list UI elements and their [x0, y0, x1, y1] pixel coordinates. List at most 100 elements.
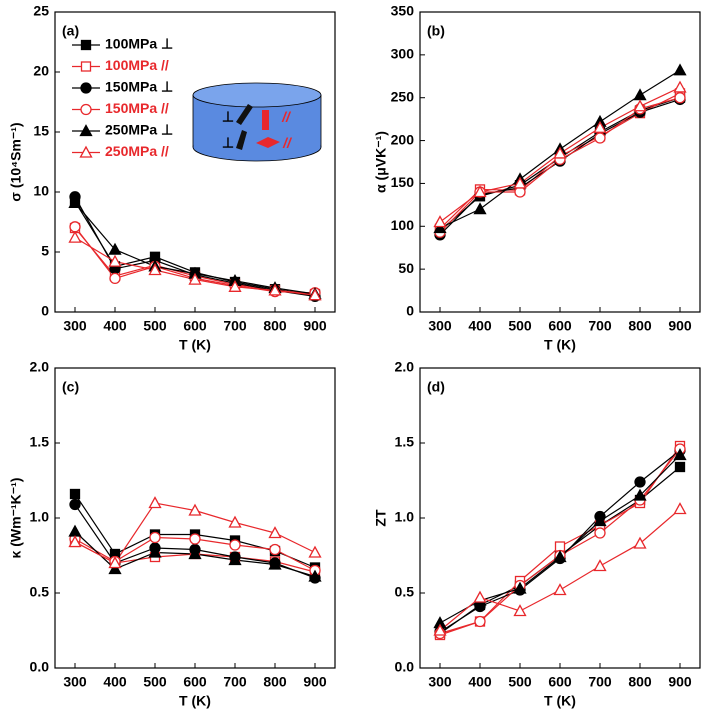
marker [109, 272, 121, 285]
marker [68, 195, 82, 208]
marker [308, 545, 322, 558]
marker [308, 288, 322, 301]
marker [674, 92, 686, 104]
series-line [439, 508, 681, 631]
marker [593, 120, 607, 133]
series-line [439, 98, 681, 236]
x-axis-label: T (K) [544, 337, 576, 353]
marker [269, 543, 281, 556]
inset-label: // [282, 135, 293, 151]
panel: 300 400 500 600 700 800 900 0.0 0.5 1.0 1.5 2.0 (c) T… [8, 359, 336, 709]
marker [594, 527, 606, 539]
inset-label: // [281, 109, 292, 125]
y-axis-label: σ (10⁴Sm⁻¹) [8, 122, 24, 201]
legend-marker [80, 103, 92, 116]
marker [634, 476, 646, 488]
legend-marker [80, 82, 92, 94]
inset-label: ⊥ [222, 109, 234, 125]
y-tick-label: 2.0 [30, 359, 50, 375]
x-tick-label: 400 [468, 674, 492, 690]
legend-marker [80, 61, 92, 72]
marker [473, 185, 487, 198]
x-tick-label: 300 [63, 674, 87, 690]
y-tick-label: 15 [33, 123, 49, 139]
x-tick-label: 300 [428, 674, 452, 690]
marker [68, 524, 82, 537]
x-tick-label: 900 [303, 318, 327, 334]
plot-frame [54, 11, 336, 313]
marker [553, 146, 567, 159]
marker [148, 545, 162, 558]
marker [673, 63, 687, 76]
x-tick-label: 700 [588, 318, 612, 334]
y-tick-label: 10 [33, 183, 49, 199]
legend-label: 100MPa // [105, 57, 169, 73]
y-tick-label: 50 [398, 260, 414, 276]
y-tick-label: 1.5 [395, 434, 415, 450]
marker [188, 503, 202, 516]
marker [268, 526, 282, 539]
marker [108, 556, 122, 569]
grain [262, 110, 269, 130]
marker [228, 553, 242, 566]
x-tick-label: 800 [628, 674, 652, 690]
panel: 300 400 500 600 700 800 900 0.0 0.5 1.0 1.5 2.0 (d) T… [373, 359, 701, 709]
legend-marker [80, 39, 92, 51]
marker [148, 263, 162, 276]
y-axis-label: ZT [373, 509, 389, 527]
marker [633, 536, 647, 549]
x-tick-label: 600 [183, 318, 207, 334]
y-tick-label: 200 [391, 131, 415, 147]
marker [69, 498, 81, 511]
y-tick-label: 0.5 [395, 584, 415, 600]
x-tick-label: 700 [223, 318, 247, 334]
marker [674, 461, 686, 473]
x-tick-label: 300 [428, 318, 452, 334]
marker [108, 242, 122, 255]
y-tick-label: 5 [41, 243, 49, 259]
inset-label: ⊥ [222, 135, 234, 151]
marker [229, 539, 241, 551]
y-tick-label: 2.0 [395, 359, 415, 375]
y-tick-label: 0.0 [30, 659, 50, 675]
marker [673, 502, 687, 515]
marker [513, 176, 527, 189]
marker [594, 132, 606, 144]
marker [228, 515, 242, 528]
marker [308, 569, 322, 582]
marker [553, 550, 567, 563]
x-tick-label: 800 [628, 318, 652, 334]
panel-label: (b) [427, 23, 445, 39]
marker [553, 583, 567, 596]
y-axis-label: κ (Wm⁻¹K⁻¹) [8, 478, 24, 559]
panel: 300 400 500 600 700 800 900 0 50 100 150 200 250 300 3… [373, 3, 701, 353]
y-tick-label: 250 [391, 88, 415, 104]
x-tick-label: 500 [143, 318, 167, 334]
x-tick-label: 800 [263, 674, 287, 690]
x-axis-label: T (K) [179, 693, 211, 709]
marker [554, 541, 566, 552]
x-tick-label: 500 [143, 674, 167, 690]
marker [633, 488, 647, 501]
x-tick-label: 900 [668, 674, 692, 690]
marker [69, 221, 81, 233]
x-tick-label: 400 [103, 318, 127, 334]
y-tick-label: 0 [406, 303, 414, 319]
y-tick-label: 350 [391, 3, 415, 19]
x-axis-label: T (K) [179, 337, 211, 353]
marker [513, 581, 527, 594]
y-tick-label: 150 [391, 174, 415, 190]
legend-label: 150MPa // [105, 100, 169, 116]
marker [228, 279, 242, 292]
marker [673, 448, 687, 461]
x-tick-label: 800 [263, 318, 287, 334]
marker [633, 99, 647, 112]
panel: 300 400 500 600 700 800 900 0 5 10 15 20 25 (a) T (K) σ… [8, 3, 336, 353]
plot-frame [419, 367, 701, 669]
marker [68, 230, 82, 243]
y-tick-label: 100 [391, 217, 415, 233]
panel-label: (d) [427, 379, 445, 395]
x-tick-label: 500 [508, 318, 532, 334]
marker [593, 514, 607, 527]
x-tick-label: 700 [223, 674, 247, 690]
